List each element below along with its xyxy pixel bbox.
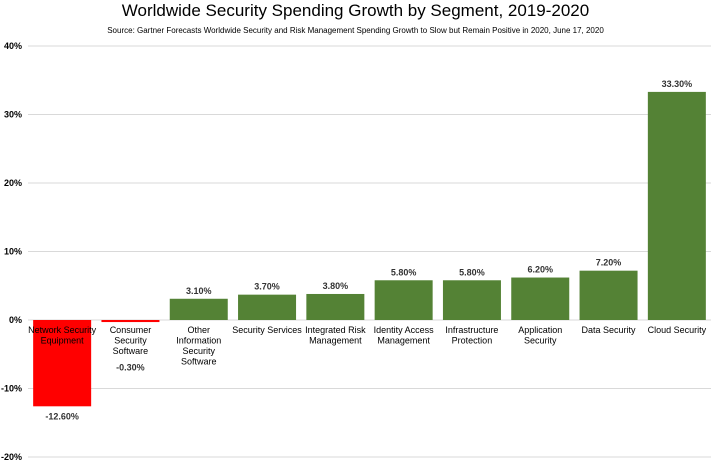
data-label: -0.30%: [116, 363, 145, 373]
category-label: Management: [377, 336, 430, 346]
data-labels: -12.60% -0.30% 3.10% 3.70% 3.80% 5.80% 5.80% 6.…: [45, 79, 692, 421]
y-axis-tick-labels: -20% -10% 0% 10% 20% 30% 40%: [1, 41, 22, 460]
category-label: Network Security: [28, 325, 97, 335]
category-label: Identity Access: [374, 325, 435, 335]
y-tick-label: 20%: [4, 178, 22, 188]
bar: [306, 293, 365, 320]
data-label: 5.80%: [391, 267, 417, 277]
category-label: Security Services: [232, 325, 302, 335]
category-label: Cloud Security: [648, 325, 707, 335]
y-tick-label: -10%: [1, 384, 22, 394]
category-label: Security: [182, 346, 215, 356]
y-tick-label: -20%: [1, 452, 22, 460]
category-label: Software: [181, 357, 217, 367]
data-label: 3.70%: [254, 282, 280, 292]
y-tick-label: 40%: [4, 41, 22, 51]
bar: [33, 320, 92, 407]
category-label: Application: [518, 325, 562, 335]
y-tick-label: 10%: [4, 247, 22, 257]
chart-subtitle: Source: Gartner Forecasts Worldwide Secu…: [107, 26, 604, 35]
gridlines: [28, 45, 711, 458]
bar: [511, 277, 570, 320]
category-label: Information: [176, 336, 221, 346]
bar: [238, 294, 297, 320]
y-tick-label: 0%: [9, 315, 22, 325]
category-label: Other: [187, 325, 210, 335]
category-label: Security: [114, 336, 147, 346]
category-labels: Network SecurityEquipmentConsumerSecurit…: [28, 325, 706, 367]
bar: [101, 320, 160, 323]
bars: [33, 91, 706, 407]
category-label: Data Security: [582, 325, 637, 335]
bar: [647, 91, 706, 321]
data-label: 3.80%: [323, 281, 349, 291]
category-label: Infrastructure: [445, 325, 498, 335]
category-label: Integrated Risk: [305, 325, 366, 335]
bar: [579, 270, 638, 320]
category-label: Security: [524, 336, 557, 346]
chart-title: Worldwide Security Spending Growth by Se…: [121, 1, 590, 20]
data-label: 33.30%: [662, 79, 693, 89]
data-label: 6.20%: [527, 265, 553, 275]
category-label: Management: [309, 336, 362, 346]
data-label: 5.80%: [459, 267, 485, 277]
category-label: Consumer: [110, 325, 152, 335]
bar: [442, 280, 501, 320]
bar: [169, 298, 228, 320]
data-label: 3.10%: [186, 286, 212, 296]
y-tick-label: 30%: [4, 110, 22, 120]
category-label: Software: [113, 346, 149, 356]
bar: [374, 280, 433, 320]
data-label: 7.20%: [596, 258, 622, 268]
data-label: -12.60%: [45, 411, 79, 421]
category-label: Protection: [452, 336, 493, 346]
category-label: Equipment: [41, 336, 85, 346]
